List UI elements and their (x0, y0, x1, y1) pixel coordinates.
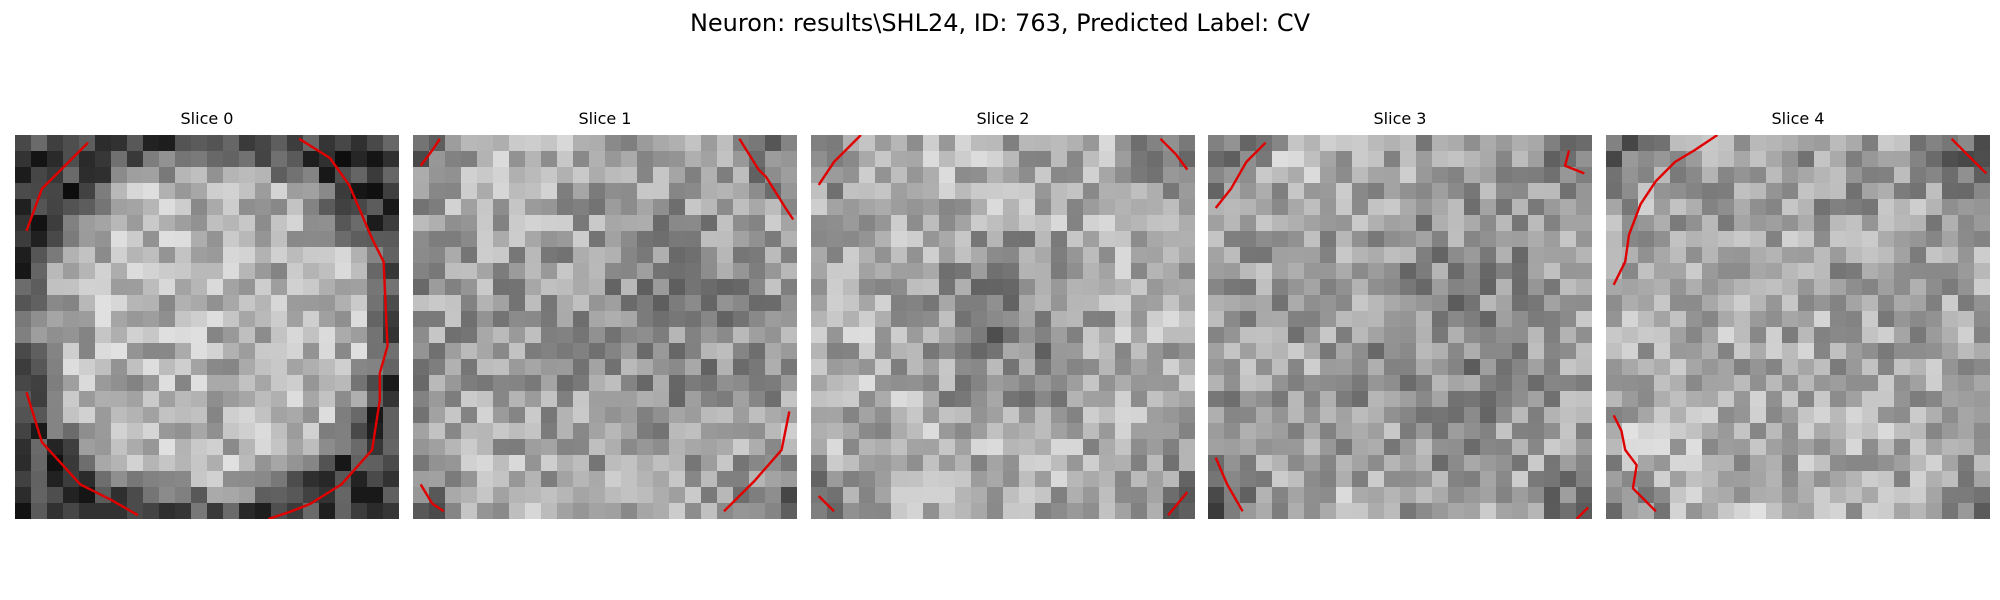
pixel-grid (811, 135, 1195, 519)
contour-line (1159, 137, 1189, 171)
figure-title: Neuron: results\SHL24, ID: 763, Predicte… (689, 9, 1311, 37)
contour-line (817, 135, 862, 186)
pixel-grid (1606, 135, 1990, 519)
slice-title: Slice 0 (180, 109, 234, 128)
contour-line (419, 138, 441, 167)
slice-image (1208, 135, 1592, 519)
contour-line (25, 391, 139, 517)
contour-line (723, 411, 791, 513)
contour-line (268, 137, 389, 519)
slice-title: Slice 3 (1373, 109, 1427, 128)
slice-image (1606, 135, 1990, 519)
contour-line (419, 483, 445, 513)
slice-title: Slice 2 (976, 109, 1030, 128)
slice-image (15, 135, 399, 519)
pixel-grid (413, 135, 797, 519)
slice-title: Slice 4 (1771, 109, 1825, 128)
pixel-grid (1208, 135, 1592, 519)
contour-line (1563, 150, 1585, 175)
slice-image (413, 135, 797, 519)
slice-title: Slice 1 (578, 109, 632, 128)
contour-line (1950, 137, 1988, 175)
slice-image (811, 135, 1195, 519)
contour-line (1214, 457, 1244, 512)
contour-line (1214, 141, 1267, 209)
contour-line (1612, 414, 1657, 513)
contour-line (738, 138, 795, 221)
contour-line (1167, 491, 1189, 516)
contour-line (1575, 506, 1590, 519)
pixel-grid (15, 135, 399, 519)
contour-line (817, 495, 835, 513)
contour-line (1612, 135, 1719, 286)
contour-line (25, 141, 89, 232)
